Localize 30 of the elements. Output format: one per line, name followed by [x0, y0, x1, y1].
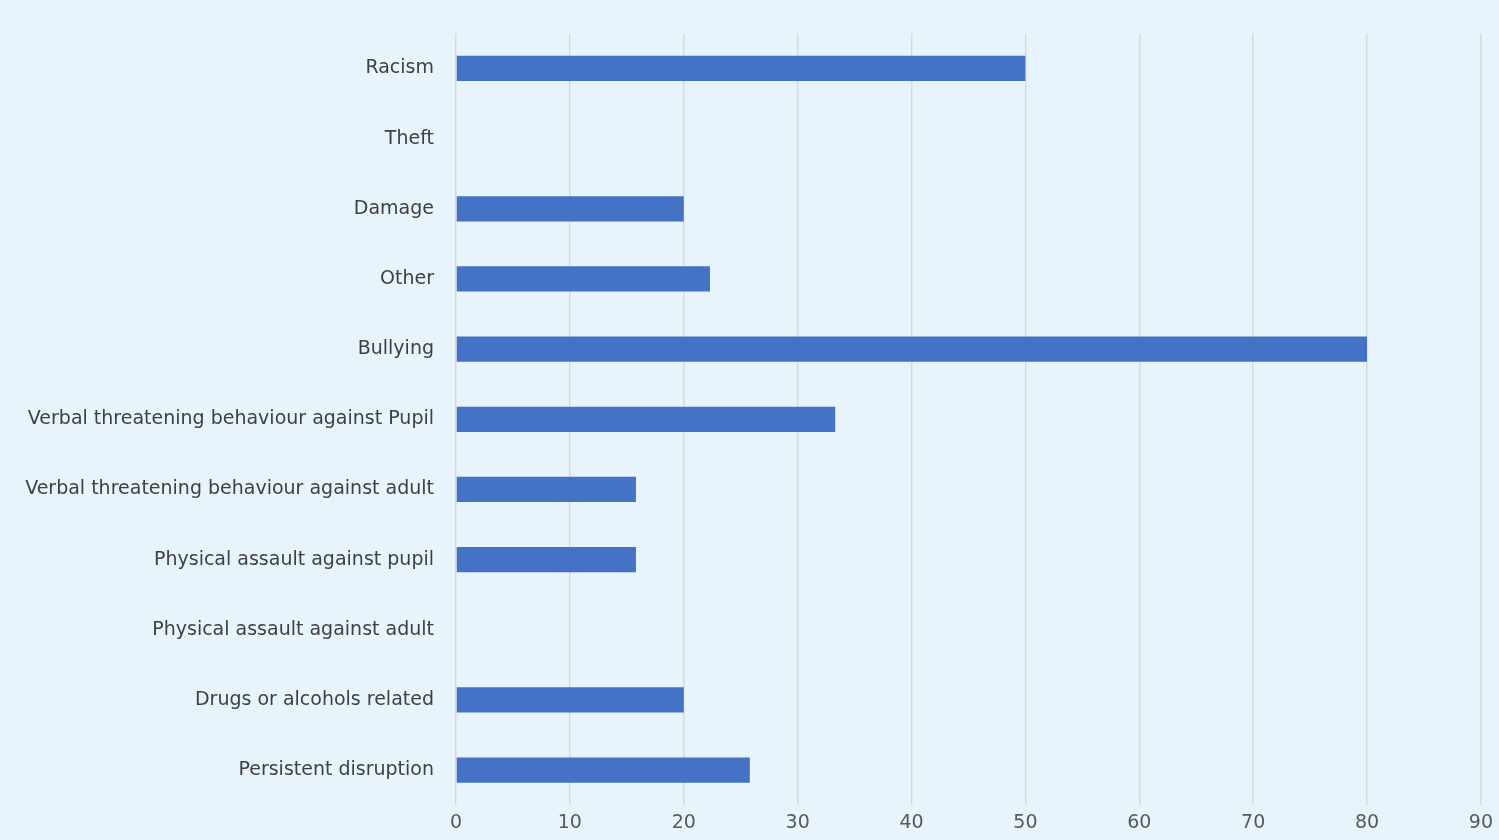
- y-tick-label: Other: [380, 265, 435, 288]
- x-tick-label: 70: [1241, 809, 1266, 832]
- y-tick-label: Damage: [353, 195, 434, 218]
- x-tick-label: 30: [785, 809, 810, 832]
- y-tick-label: Verbal threatening behaviour against Pupil: [27, 406, 434, 429]
- x-tick-label: 50: [1013, 809, 1038, 832]
- bar: [456, 757, 750, 783]
- x-tick-label: 80: [1354, 809, 1380, 832]
- bar: [456, 55, 1026, 82]
- x-tick-label: 0: [449, 809, 463, 832]
- x-tick-label: 60: [1127, 809, 1152, 832]
- bar: [456, 687, 684, 713]
- bar: [456, 406, 836, 432]
- y-tick-label: Racism: [365, 55, 434, 78]
- x-tick-label: 20: [671, 809, 696, 832]
- bar: [456, 336, 1368, 362]
- bar: [456, 547, 636, 573]
- x-tick-label: 40: [899, 809, 924, 832]
- x-tick-label: 90: [1468, 809, 1494, 832]
- y-tick-label: Physical assault against pupil: [154, 546, 434, 569]
- y-tick-label: Verbal threatening behaviour against adult: [25, 476, 434, 499]
- bar: [456, 266, 710, 292]
- y-tick-label: Physical assault against adult: [152, 616, 434, 639]
- bar: [456, 476, 636, 503]
- y-tick-label: Drugs or alcohols related: [194, 686, 434, 709]
- y-tick-label: Theft: [383, 125, 434, 148]
- x-tick-label: 10: [557, 809, 582, 832]
- y-tick-label: Bullying: [357, 336, 434, 359]
- bar: [456, 196, 684, 222]
- y-tick-label: Persistent disruption: [238, 757, 434, 780]
